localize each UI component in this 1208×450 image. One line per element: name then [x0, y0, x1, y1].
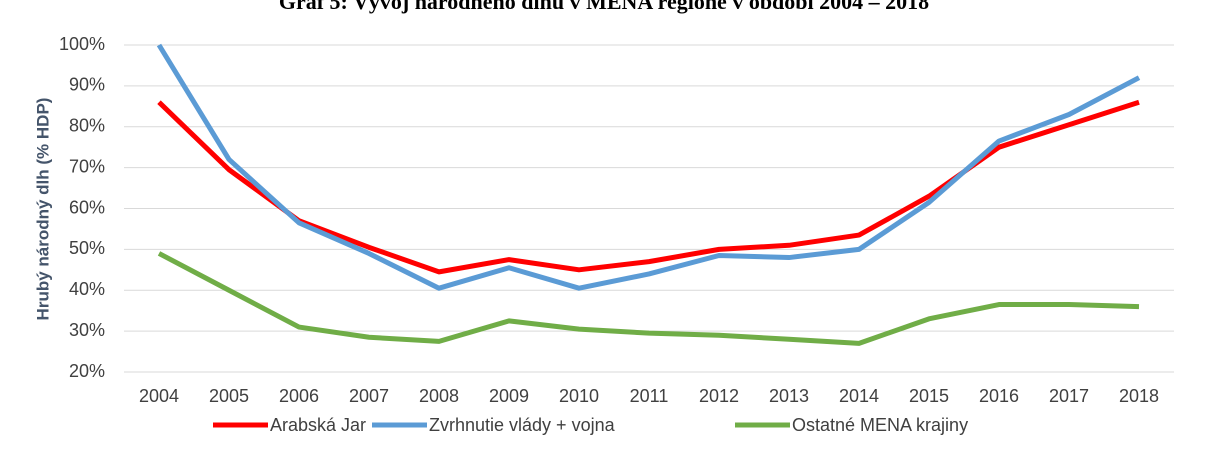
- series-line: [156, 43, 1141, 291]
- y-axis-label: Hrubý národný dlh (% HDP): [33, 98, 52, 321]
- legend-label: Ostatné MENA krajiny: [792, 415, 968, 435]
- x-tick-label: 2015: [909, 386, 949, 406]
- y-tick-label: 90%: [69, 75, 105, 95]
- chart-title: Graf 5: Vývoj národného dlhu v MENA regi…: [279, 0, 929, 14]
- legend-label: Zvrhnutie vlády + vojna: [429, 415, 616, 435]
- x-tick-label: 2004: [139, 386, 179, 406]
- y-tick-label: 20%: [69, 361, 105, 381]
- series-line: [157, 251, 1140, 346]
- x-tick-label: 2011: [630, 386, 669, 406]
- legend-label: Arabská Jar: [270, 415, 366, 435]
- x-tick-label: 2016: [979, 386, 1019, 406]
- series-line: [157, 99, 1140, 275]
- x-tick-label: 2008: [419, 386, 459, 406]
- x-tick-label: 2012: [699, 386, 739, 406]
- y-tick-label: 30%: [69, 320, 105, 340]
- x-tick-label: 2009: [489, 386, 529, 406]
- y-tick-label: 60%: [69, 197, 105, 217]
- x-tick-label: 2018: [1119, 386, 1159, 406]
- x-tick-label: 2014: [839, 386, 879, 406]
- y-tick-label: 70%: [69, 156, 105, 176]
- x-tick-label: 2017: [1049, 386, 1089, 406]
- x-tick-label: 2010: [559, 386, 599, 406]
- y-tick-label: 40%: [69, 279, 105, 299]
- x-tick-label: 2005: [209, 386, 249, 406]
- x-tick-label: 2007: [349, 386, 389, 406]
- y-tick-label: 100%: [59, 34, 105, 54]
- y-tick-label: 80%: [69, 116, 105, 136]
- y-tick-label: 50%: [69, 238, 105, 258]
- x-tick-label: 2013: [769, 386, 809, 406]
- x-tick-label: 2006: [279, 386, 319, 406]
